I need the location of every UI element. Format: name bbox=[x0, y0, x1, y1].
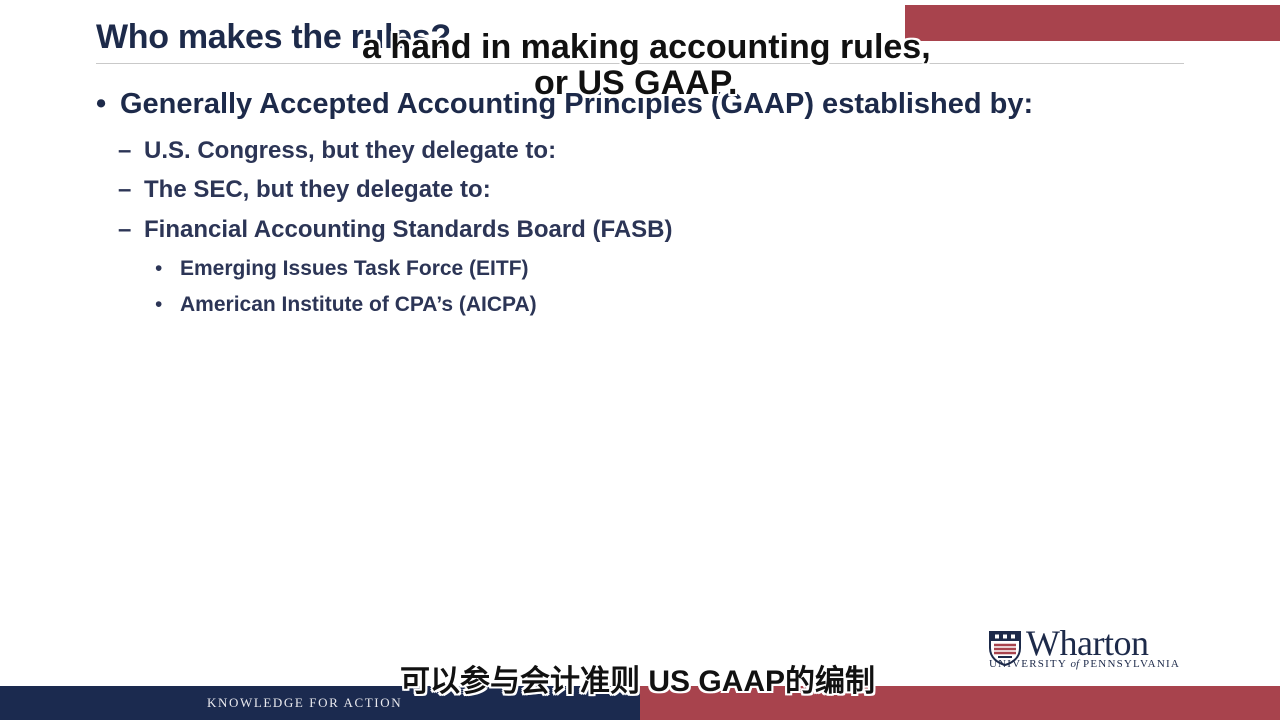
top-accent-bar bbox=[905, 5, 1280, 41]
logo-sub-university: UNIVERSITY bbox=[989, 658, 1071, 670]
footer-bar-crimson bbox=[640, 686, 1280, 720]
logo-sub-of: of bbox=[1070, 658, 1080, 670]
bullet-text: U.S. Congress, but they delegate to: bbox=[144, 137, 557, 164]
bullet-text: Emerging Issues Task Force (EITF) bbox=[180, 257, 529, 280]
subtitle-caption-english-line-1: a hand in making accounting rules, bbox=[362, 28, 931, 66]
wharton-wordmark: Wharton bbox=[1026, 623, 1149, 663]
bullet-level-2: – U.S. Congress, but they delegate to: bbox=[118, 137, 556, 165]
bullet-marker: – bbox=[118, 137, 132, 164]
bullet-text: The SEC, but they delegate to: bbox=[144, 176, 491, 203]
wharton-logo: Wharton UNIVERSITY of PENNSYLVANIA bbox=[988, 623, 1193, 676]
subtitle-caption-english-line-2: or US GAAP. bbox=[534, 64, 738, 102]
bullet-text: American Institute of CPA’s (AICPA) bbox=[180, 293, 537, 316]
bullet-level-2: – Financial Accounting Standards Board (F… bbox=[118, 216, 673, 244]
title-divider bbox=[96, 63, 1184, 64]
university-of-pennsylvania-label: UNIVERSITY of PENNSYLVANIA bbox=[989, 658, 1180, 670]
bullet-marker: • bbox=[155, 257, 163, 280]
footer-tagline: KNOWLEDGE FOR ACTION bbox=[207, 695, 403, 710]
penn-shield-icon bbox=[989, 631, 1021, 666]
bullet-marker: • bbox=[155, 293, 163, 316]
bullet-level-3: • American Institute of CPA’s (AICPA) bbox=[155, 293, 537, 317]
bullet-marker: – bbox=[118, 176, 132, 203]
subtitle-caption-chinese: 可以参与会计准则 US GAAP的编制 bbox=[400, 665, 876, 698]
bullet-level-1: • Generally Accepted Accounting Principle… bbox=[96, 88, 1033, 121]
bullet-text: Generally Accepted Accounting Principles… bbox=[120, 88, 1034, 120]
logo-sub-penn: PENNSYLVANIA bbox=[1079, 658, 1180, 670]
bullet-level-2: – The SEC, but they delegate to: bbox=[118, 176, 491, 204]
bullet-marker: – bbox=[118, 216, 132, 243]
footer-bar-navy bbox=[0, 686, 640, 720]
bullet-text: Financial Accounting Standards Board (FA… bbox=[144, 216, 673, 243]
slide-title: Who makes the rules? bbox=[96, 18, 451, 56]
bullet-level-3: • Emerging Issues Task Force (EITF) bbox=[155, 257, 529, 281]
bullet-marker: • bbox=[96, 88, 107, 120]
